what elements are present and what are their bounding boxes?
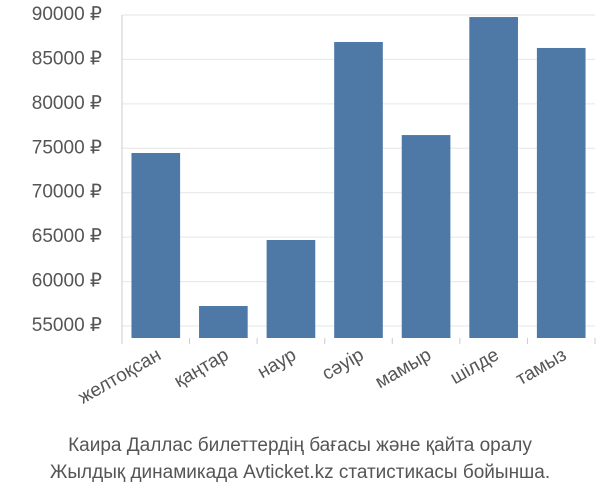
chart-title: Каира Даллас билеттердің бағасы және қай…: [68, 435, 532, 456]
x-tick-label: сәуір: [319, 344, 368, 384]
y-tick-label: 60000 ₽: [32, 271, 102, 292]
y-tick-label: 75000 ₽: [32, 137, 102, 158]
x-tick-label: тамыз: [513, 344, 571, 389]
x-tick-label: желтоқсан: [75, 344, 165, 408]
x-tick-label: мамыр: [372, 344, 435, 393]
y-tick-label: 80000 ₽: [32, 93, 102, 114]
bar: [266, 239, 316, 338]
y-tick-label: 65000 ₽: [32, 226, 102, 247]
bar: [401, 135, 451, 338]
y-tick-label: 70000 ₽: [32, 182, 102, 203]
x-tick-label: шілде: [447, 344, 503, 388]
x-tick-label: наур: [254, 344, 300, 383]
y-tick-label: 90000 ₽: [32, 4, 102, 25]
bar: [131, 152, 181, 338]
bar: [334, 42, 383, 338]
bar: [199, 306, 248, 338]
bar: [536, 47, 586, 339]
chart-title: Жылдық динамикада Avticket.kz статистика…: [50, 462, 550, 483]
y-tick-label: 55000 ₽: [32, 315, 102, 336]
x-tick-label: қаңтар: [171, 344, 233, 392]
y-tick-label: 85000 ₽: [32, 48, 102, 69]
bar: [469, 17, 518, 339]
